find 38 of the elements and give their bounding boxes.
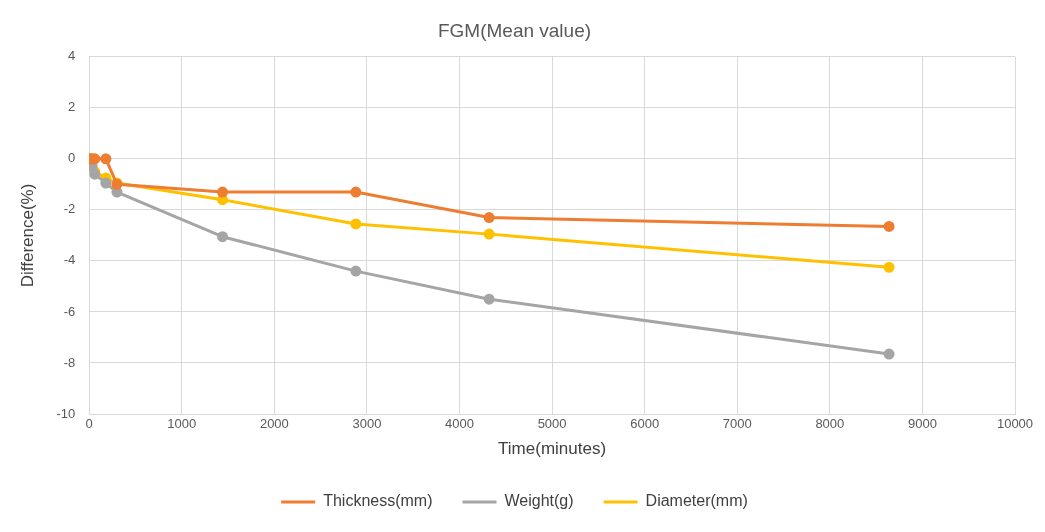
y-tick-label: 4 [67, 48, 76, 64]
y-tick-label: 0 [67, 150, 76, 166]
y-tick-label: 2 [67, 99, 76, 115]
x-tick-label: 2000 [259, 416, 289, 432]
point [883, 348, 895, 360]
y-tick-label: -4 [63, 252, 76, 268]
x-tick-label: 9000 [907, 416, 937, 432]
x-tick-label: 4000 [445, 416, 474, 432]
x-axis-title: Time(minutes) [498, 439, 607, 459]
x-tick-label: 5000 [537, 416, 567, 432]
y-tick-label: -10 [56, 405, 76, 421]
y-tick-label: -6 [63, 303, 76, 319]
x-tick-label: 7000 [722, 416, 752, 432]
chart-title: FGM(Mean value) [437, 19, 592, 41]
y-tick-label: -2 [63, 201, 76, 217]
point [483, 293, 495, 305]
point [100, 177, 112, 189]
point [350, 186, 362, 198]
legend-label: Weight(g) [504, 492, 574, 510]
point [883, 220, 895, 232]
point [483, 212, 495, 224]
x-tick-label: 1000 [167, 416, 197, 432]
point [350, 265, 362, 277]
x-tick-label: 6000 [630, 416, 660, 432]
point [883, 261, 895, 273]
point [217, 186, 229, 198]
legend-label: Diameter(mm) [645, 492, 748, 510]
x-tick-label: 3000 [352, 416, 382, 432]
legend-label: Thickness(mm) [323, 492, 433, 510]
y-axis-title: Difference(%) [17, 183, 37, 288]
point [483, 228, 495, 240]
point [350, 218, 362, 230]
point [100, 153, 112, 165]
y-tick-label: -8 [63, 354, 76, 370]
x-tick-label: 0 [85, 416, 93, 432]
x-tick-label: 8000 [815, 416, 845, 432]
point [217, 231, 229, 243]
x-tick-label: 10000 [996, 416, 1034, 432]
